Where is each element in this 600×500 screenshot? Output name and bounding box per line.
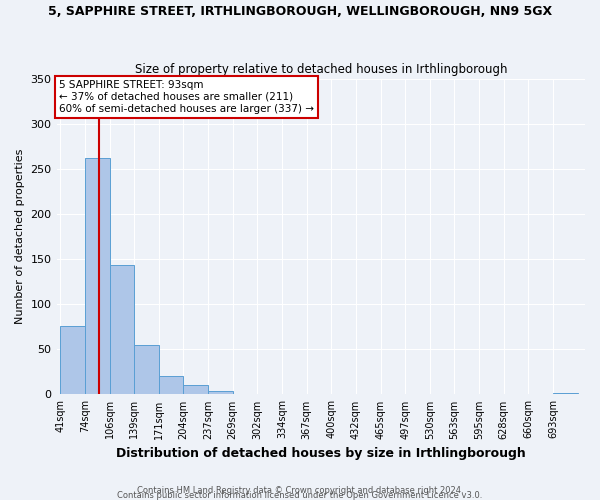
Bar	[85, 158, 110, 394]
Bar	[110, 266, 134, 394]
Bar	[184, 384, 208, 394]
Title: Size of property relative to detached houses in Irthlingborough: Size of property relative to detached ho…	[134, 63, 507, 76]
Bar	[60, 326, 85, 394]
Text: Contains HM Land Registry data © Crown copyright and database right 2024.: Contains HM Land Registry data © Crown c…	[137, 486, 463, 495]
Text: 5, SAPPHIRE STREET, IRTHLINGBOROUGH, WELLINGBOROUGH, NN9 5GX: 5, SAPPHIRE STREET, IRTHLINGBOROUGH, WEL…	[48, 5, 552, 18]
Text: 5 SAPPHIRE STREET: 93sqm
← 37% of detached houses are smaller (211)
60% of semi-: 5 SAPPHIRE STREET: 93sqm ← 37% of detach…	[59, 80, 314, 114]
Bar	[553, 392, 578, 394]
Text: Contains public sector information licensed under the Open Government Licence v3: Contains public sector information licen…	[118, 491, 482, 500]
X-axis label: Distribution of detached houses by size in Irthlingborough: Distribution of detached houses by size …	[116, 447, 526, 460]
Bar	[134, 345, 159, 395]
Bar	[208, 391, 233, 394]
Bar	[159, 376, 184, 394]
Y-axis label: Number of detached properties: Number of detached properties	[15, 149, 25, 324]
